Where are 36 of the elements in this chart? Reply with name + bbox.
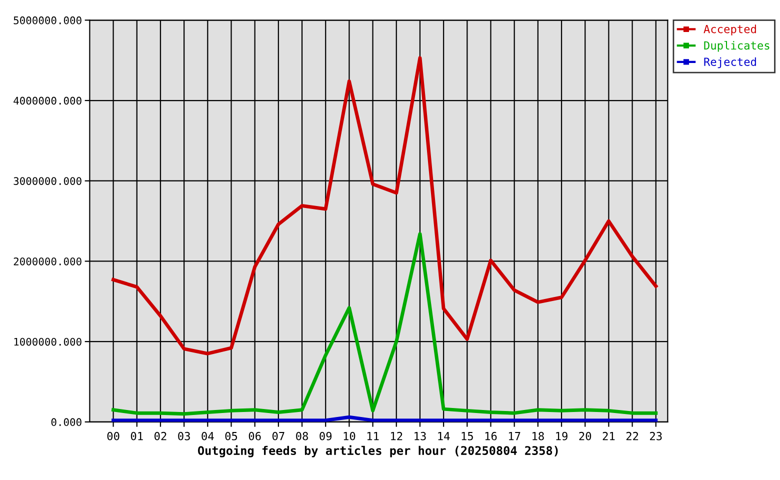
- x-tick-label: 00: [107, 432, 120, 440]
- y-tick-label: 0.000: [51, 418, 82, 426]
- x-tick-label: 19: [556, 432, 568, 440]
- x-tick-label: 21: [602, 432, 615, 440]
- legend-label: Accepted: [704, 24, 756, 36]
- x-tick-label: 07: [272, 432, 284, 440]
- x-tick-label: 01: [130, 432, 143, 440]
- y-tick-label: 1000000.000: [14, 338, 82, 346]
- x-tick-label: 16: [485, 432, 497, 440]
- x-tick-label: 09: [320, 432, 332, 440]
- x-tick-label: 15: [462, 432, 473, 440]
- x-tick-label: 04: [202, 432, 214, 440]
- x-tick-label: 05: [225, 432, 238, 440]
- x-tick-label: 18: [532, 432, 544, 440]
- x-tick-label: 17: [508, 432, 520, 440]
- x-tick-label: 06: [248, 432, 261, 440]
- x-tick-label: 20: [579, 432, 592, 440]
- x-axis-title: Outgoing feeds by articles per hour (20250804 2358): [198, 445, 558, 458]
- x-tick-label: 22: [626, 432, 638, 440]
- x-tick-label: 23: [650, 432, 662, 440]
- x-tick-label: 13: [414, 432, 426, 440]
- x-tick-label: 08: [296, 432, 308, 440]
- y-tick-label: 4000000.000: [14, 96, 82, 105]
- y-tick-label: 2000000.000: [14, 257, 82, 266]
- y-tick-label: 5000000.000: [14, 16, 82, 24]
- line-series: [112, 232, 658, 416]
- x-tick-label: 12: [391, 432, 402, 440]
- x-tick-label: 14: [438, 432, 450, 440]
- x-tick-label: 03: [178, 432, 190, 440]
- y-tick-label: 3000000.000: [14, 177, 82, 185]
- legend-label: Duplicates: [704, 40, 770, 52]
- x-tick-label: 02: [154, 432, 166, 440]
- legend-label: Rejected: [704, 57, 756, 68]
- line-series: [112, 56, 658, 356]
- x-tick-label: 11: [367, 432, 379, 440]
- x-tick-label: 10: [344, 432, 356, 440]
